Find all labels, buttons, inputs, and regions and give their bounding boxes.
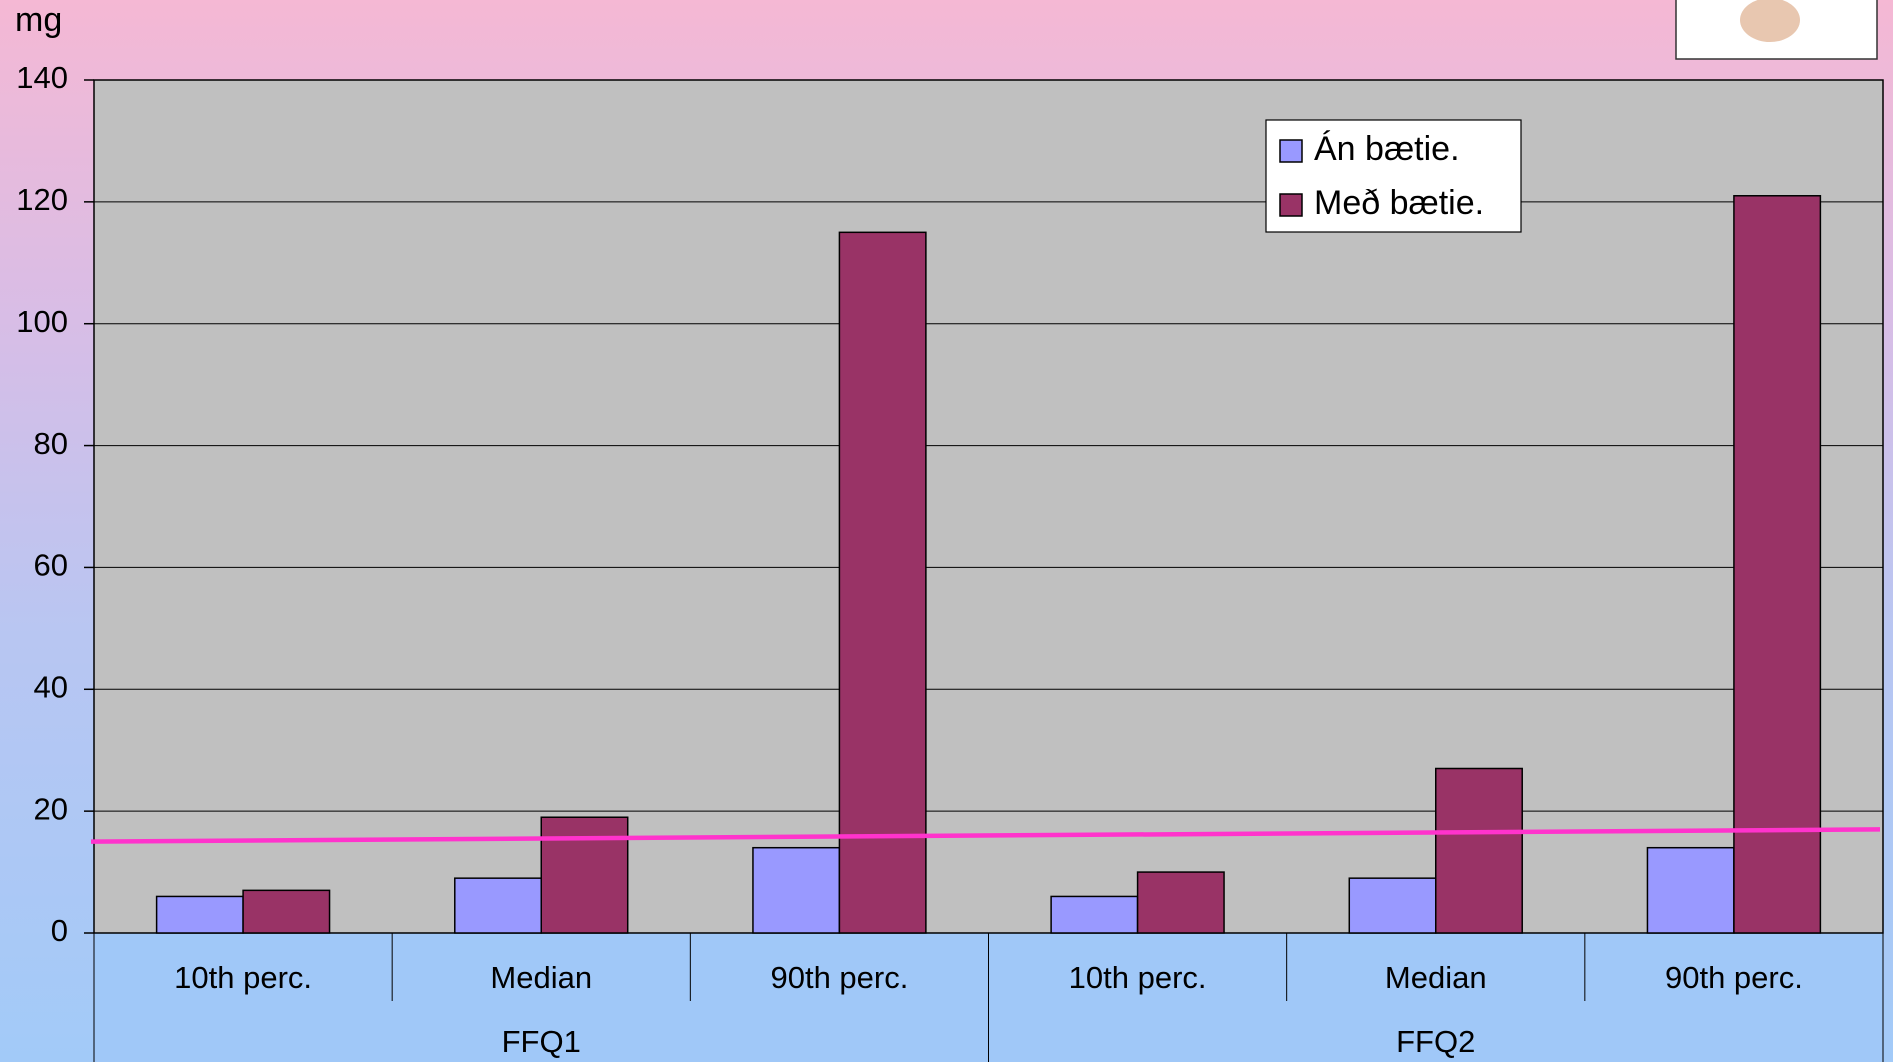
y-tick-label: 40	[34, 669, 68, 704]
bar	[155, 895, 244, 934]
y-tick-label: 80	[34, 426, 68, 461]
x-tick-label: Median	[490, 960, 592, 995]
y-tick-label: 60	[34, 548, 68, 583]
bar	[752, 846, 841, 934]
x-tick-label: Median	[1385, 960, 1487, 995]
x-tick-label: 90th perc.	[1665, 960, 1803, 995]
x-tick-label: 90th perc.	[770, 960, 908, 995]
y-tick-label: 0	[51, 913, 68, 948]
thumbnail-figure	[1740, 0, 1800, 42]
legend-label: Með bætie.	[1314, 184, 1484, 222]
bar	[540, 816, 629, 934]
legend-swatch	[1279, 139, 1303, 163]
y-tick-label: 140	[16, 60, 68, 95]
y-axis-title: mg	[15, 1, 62, 39]
bar	[1733, 195, 1822, 934]
x-tick-label: 10th perc.	[174, 960, 312, 995]
legend-label: Án bætie.	[1314, 130, 1460, 168]
x-tick-label: 10th perc.	[1069, 960, 1207, 995]
group-label: FFQ2	[1396, 1024, 1475, 1059]
bar	[242, 889, 331, 934]
y-tick-label: 120	[16, 182, 68, 217]
bar	[1646, 846, 1735, 934]
bar	[1435, 767, 1523, 934]
legend-box	[1265, 119, 1522, 233]
bar	[1050, 895, 1139, 934]
plot-area	[94, 80, 1883, 933]
legend-swatch	[1279, 193, 1303, 217]
bar	[1136, 871, 1225, 934]
reference-line	[90, 827, 1881, 844]
y-tick-label: 100	[16, 304, 68, 339]
bar	[1348, 877, 1437, 934]
bar	[838, 231, 927, 934]
bar	[454, 877, 543, 934]
group-label: FFQ1	[502, 1024, 581, 1059]
y-tick-label: 20	[34, 791, 68, 826]
